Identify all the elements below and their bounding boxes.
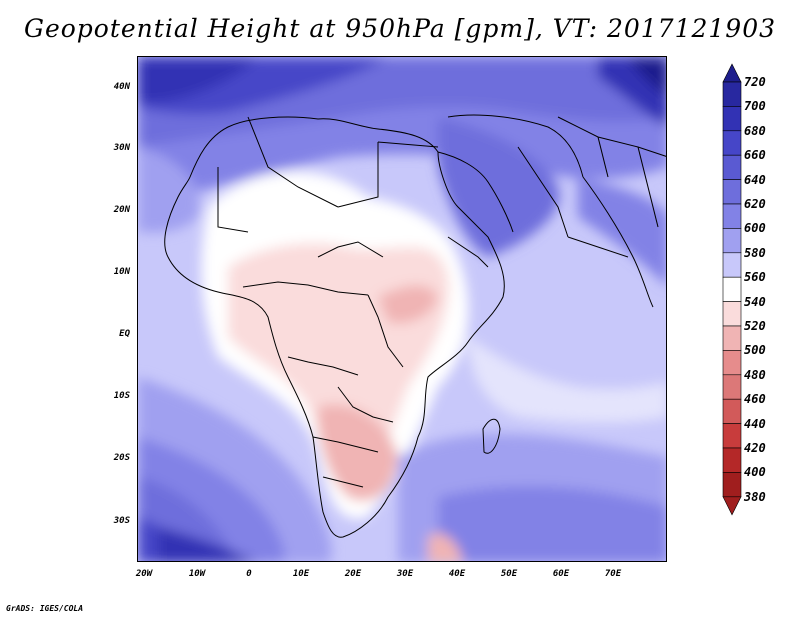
colorbar-label: 480 <box>744 367 766 382</box>
colorbar-label: 560 <box>744 270 766 285</box>
colorbar-box <box>722 252 742 278</box>
map-plot-area <box>137 56 667 562</box>
lat-label: EQ <box>119 329 130 339</box>
colorbar-arrow-bottom <box>722 496 742 516</box>
colorbar-label: 460 <box>744 392 766 407</box>
colorbar-box <box>722 374 742 400</box>
lat-label: 20N <box>113 205 130 215</box>
lat-label: 40N <box>113 82 130 92</box>
lat-label: 30S <box>113 516 130 526</box>
colorbar-label: 520 <box>744 319 766 333</box>
colorbar-box <box>722 276 742 302</box>
lon-label: 20E <box>344 569 362 579</box>
colorbar-box <box>722 228 742 254</box>
colorbar-box <box>722 154 742 180</box>
colorbar-box <box>722 301 742 327</box>
map-title: Geopotential Height at 950hPa [gpm], VT:… <box>23 14 777 43</box>
colorbar-box <box>722 203 742 229</box>
colorbar-label: 660 <box>744 148 766 163</box>
lat-label: 20S <box>113 453 130 463</box>
coastline-layer <box>164 114 666 538</box>
colorbar-label: 600 <box>744 221 766 236</box>
lat-label: 10N <box>113 267 130 277</box>
lon-label: 10E <box>292 569 310 579</box>
colorbar-box <box>722 472 742 498</box>
lon-label: 0 <box>246 569 252 579</box>
lat-label: 30N <box>113 143 130 153</box>
colorbar-label: 680 <box>744 123 766 138</box>
colorbar-label: 620 <box>744 197 766 211</box>
colorbar-label: 380 <box>744 489 766 504</box>
lon-label: 50E <box>500 569 518 579</box>
colorbar-label: 540 <box>744 294 766 309</box>
colorbar-box <box>722 179 742 205</box>
lon-label: 60E <box>552 569 570 579</box>
lon-label: 20W <box>135 569 153 579</box>
colorbar-box <box>722 106 742 132</box>
colorbar-box <box>722 423 742 449</box>
colorbar-box <box>722 350 742 376</box>
lon-label: 10W <box>188 569 206 579</box>
lat-label: 10S <box>113 391 130 401</box>
colorbar-box <box>722 130 742 156</box>
credit-label: GrADS: IGES/COLA <box>6 604 84 613</box>
lon-label: 70E <box>604 569 622 579</box>
colorbar-box <box>722 447 742 473</box>
contour-fill-layer <box>138 57 666 561</box>
colorbar-label: 440 <box>744 416 766 431</box>
height-field-map <box>138 57 666 561</box>
colorbar-label: 700 <box>744 99 766 114</box>
colorbar-label: 720 <box>744 75 766 89</box>
colorbar <box>722 63 742 516</box>
colorbar-box <box>722 398 742 424</box>
colorbar-label: 640 <box>744 172 766 187</box>
lon-label: 30E <box>396 569 414 579</box>
colorbar-label: 500 <box>744 343 766 358</box>
lon-label: 40E <box>448 569 466 579</box>
colorbar-arrow-top <box>722 63 742 83</box>
colorbar-box <box>722 81 742 107</box>
colorbar-label: 400 <box>744 465 766 480</box>
colorbar-label: 420 <box>744 441 766 455</box>
colorbar-box <box>722 325 742 351</box>
colorbar-label: 580 <box>744 245 766 260</box>
